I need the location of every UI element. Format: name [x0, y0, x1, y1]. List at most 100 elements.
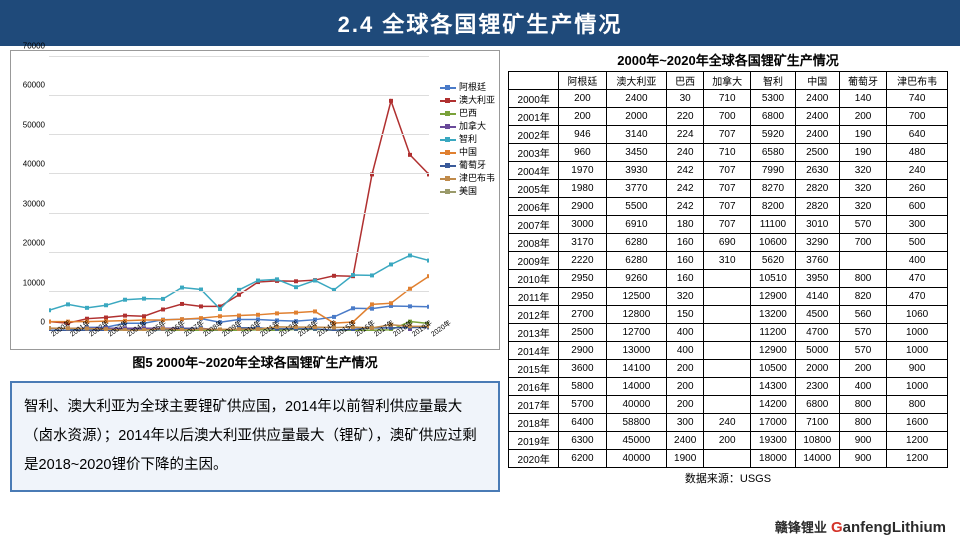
logo-rest: anfengLithium — [843, 519, 946, 536]
data-table: 阿根廷澳大利亚巴西加拿大智利中国葡萄牙津巴布韦 2000年20024003071… — [508, 71, 948, 468]
y-axis: 010000200003000040000500006000070000 — [13, 51, 47, 331]
brand-logo: 赣锋锂业 GanfengLithium — [772, 517, 946, 536]
table-cell: 12700 — [606, 324, 667, 342]
table-cell: 4500 — [795, 306, 839, 324]
table-cell: 3600 — [559, 360, 606, 378]
table-cell: 707 — [704, 198, 751, 216]
table-cell: 400 — [887, 252, 948, 270]
legend-item: 阿根廷 — [440, 81, 495, 94]
table-cell: 2017年 — [509, 396, 559, 414]
table-cell: 2630 — [795, 162, 839, 180]
legend-item: 巴西 — [440, 107, 495, 120]
table-cell: 690 — [704, 234, 751, 252]
table-cell: 710 — [704, 144, 751, 162]
table-cell: 2003年 — [509, 144, 559, 162]
legend-item: 加拿大 — [440, 120, 495, 133]
table-body: 2000年200240030710530024001407402001年2002… — [509, 90, 948, 468]
table-cell: 800 — [887, 396, 948, 414]
table-cell: 2820 — [795, 198, 839, 216]
table-cell: 2009年 — [509, 252, 559, 270]
table-cell: 3290 — [795, 234, 839, 252]
table-cell: 320 — [839, 180, 886, 198]
table-cell: 800 — [839, 270, 886, 288]
table-cell: 11200 — [751, 324, 795, 342]
table-cell: 2220 — [559, 252, 606, 270]
analysis-note: 智利、澳大利亚为全球主要锂矿供应国，2014年以前智利供应量最大（卤水资源）；2… — [10, 381, 500, 492]
table-cell: 320 — [839, 198, 886, 216]
table-cell: 150 — [667, 306, 704, 324]
table-cell: 11100 — [751, 216, 795, 234]
table-row: 2020年620040000190018000140009001200 — [509, 450, 948, 468]
table-cell: 300 — [667, 414, 704, 432]
table-cell — [704, 396, 751, 414]
table-cell — [704, 306, 751, 324]
table-cell: 10600 — [751, 234, 795, 252]
table-cell: 2011年 — [509, 288, 559, 306]
table-cell: 140 — [839, 90, 886, 108]
table-col-header: 加拿大 — [704, 72, 751, 90]
right-column: 2000年~2020年全球各国锂矿生产情况 阿根廷澳大利亚巴西加拿大智利中国葡萄… — [508, 50, 948, 492]
table-cell: 12500 — [606, 288, 667, 306]
table-cell: 570 — [839, 324, 886, 342]
table-cell: 5700 — [559, 396, 606, 414]
table-cell: 700 — [887, 108, 948, 126]
table-col-header: 澳大利亚 — [606, 72, 667, 90]
table-row: 2016年5800140002001430023004001000 — [509, 378, 948, 396]
legend-item: 智利 — [440, 133, 495, 146]
table-cell: 200 — [559, 90, 606, 108]
table-cell: 242 — [667, 198, 704, 216]
table-cell: 2500 — [795, 144, 839, 162]
table-cell: 3010 — [795, 216, 839, 234]
table-cell: 2950 — [559, 288, 606, 306]
table-cell: 200 — [559, 108, 606, 126]
table-row: 2010年29509260160105103950800470 — [509, 270, 948, 288]
table-cell: 6280 — [606, 234, 667, 252]
table-cell: 2400 — [795, 90, 839, 108]
table-row: 2000年20024003071053002400140740 — [509, 90, 948, 108]
table-cell: 470 — [887, 270, 948, 288]
table-cell: 242 — [667, 180, 704, 198]
table-cell: 707 — [704, 180, 751, 198]
table-cell: 7990 — [751, 162, 795, 180]
legend-item: 澳大利亚 — [440, 94, 495, 107]
table-cell: 12900 — [751, 288, 795, 306]
table-cell: 700 — [704, 108, 751, 126]
table-cell: 220 — [667, 108, 704, 126]
table-row: 2019年630045000240020019300108009001200 — [509, 432, 948, 450]
table-cell: 310 — [704, 252, 751, 270]
table-cell: 14000 — [606, 378, 667, 396]
table-cell: 320 — [667, 288, 704, 306]
table-cell: 570 — [839, 216, 886, 234]
table-cell: 1980 — [559, 180, 606, 198]
x-axis: 2000年2001年2002年2003年2004年2005年2006年2007年… — [49, 331, 429, 349]
table-cell: 946 — [559, 126, 606, 144]
table-cell: 820 — [839, 288, 886, 306]
table-cell: 190 — [839, 126, 886, 144]
table-cell: 58800 — [606, 414, 667, 432]
table-cell: 2019年 — [509, 432, 559, 450]
table-cell: 9260 — [606, 270, 667, 288]
table-cell: 1900 — [667, 450, 704, 468]
table-cell: 18000 — [751, 450, 795, 468]
table-header-row: 阿根廷澳大利亚巴西加拿大智利中国葡萄牙津巴布韦 — [509, 72, 948, 90]
table-cell: 17000 — [751, 414, 795, 432]
table-cell: 2012年 — [509, 306, 559, 324]
table-cell: 2013年 — [509, 324, 559, 342]
table-cell: 6400 — [559, 414, 606, 432]
table-cell: 1200 — [887, 450, 948, 468]
table-cell: 500 — [887, 234, 948, 252]
table-cell: 200 — [667, 360, 704, 378]
table-row: 2011年295012500320129004140820470 — [509, 288, 948, 306]
line-chart: 010000200003000040000500006000070000 200… — [10, 50, 500, 350]
table-cell: 200 — [839, 360, 886, 378]
table-cell: 6800 — [751, 108, 795, 126]
table-col-header: 智利 — [751, 72, 795, 90]
table-cell: 640 — [887, 126, 948, 144]
table-cell: 160 — [667, 270, 704, 288]
table-row: 2002年946314022470759202400190640 — [509, 126, 948, 144]
logo-g: G — [831, 519, 843, 536]
table-cell: 5620 — [751, 252, 795, 270]
slide-title: 2.4 全球各国锂矿生产情况 — [0, 0, 960, 46]
table-cell: 3450 — [606, 144, 667, 162]
table-col-header: 津巴布韦 — [887, 72, 948, 90]
